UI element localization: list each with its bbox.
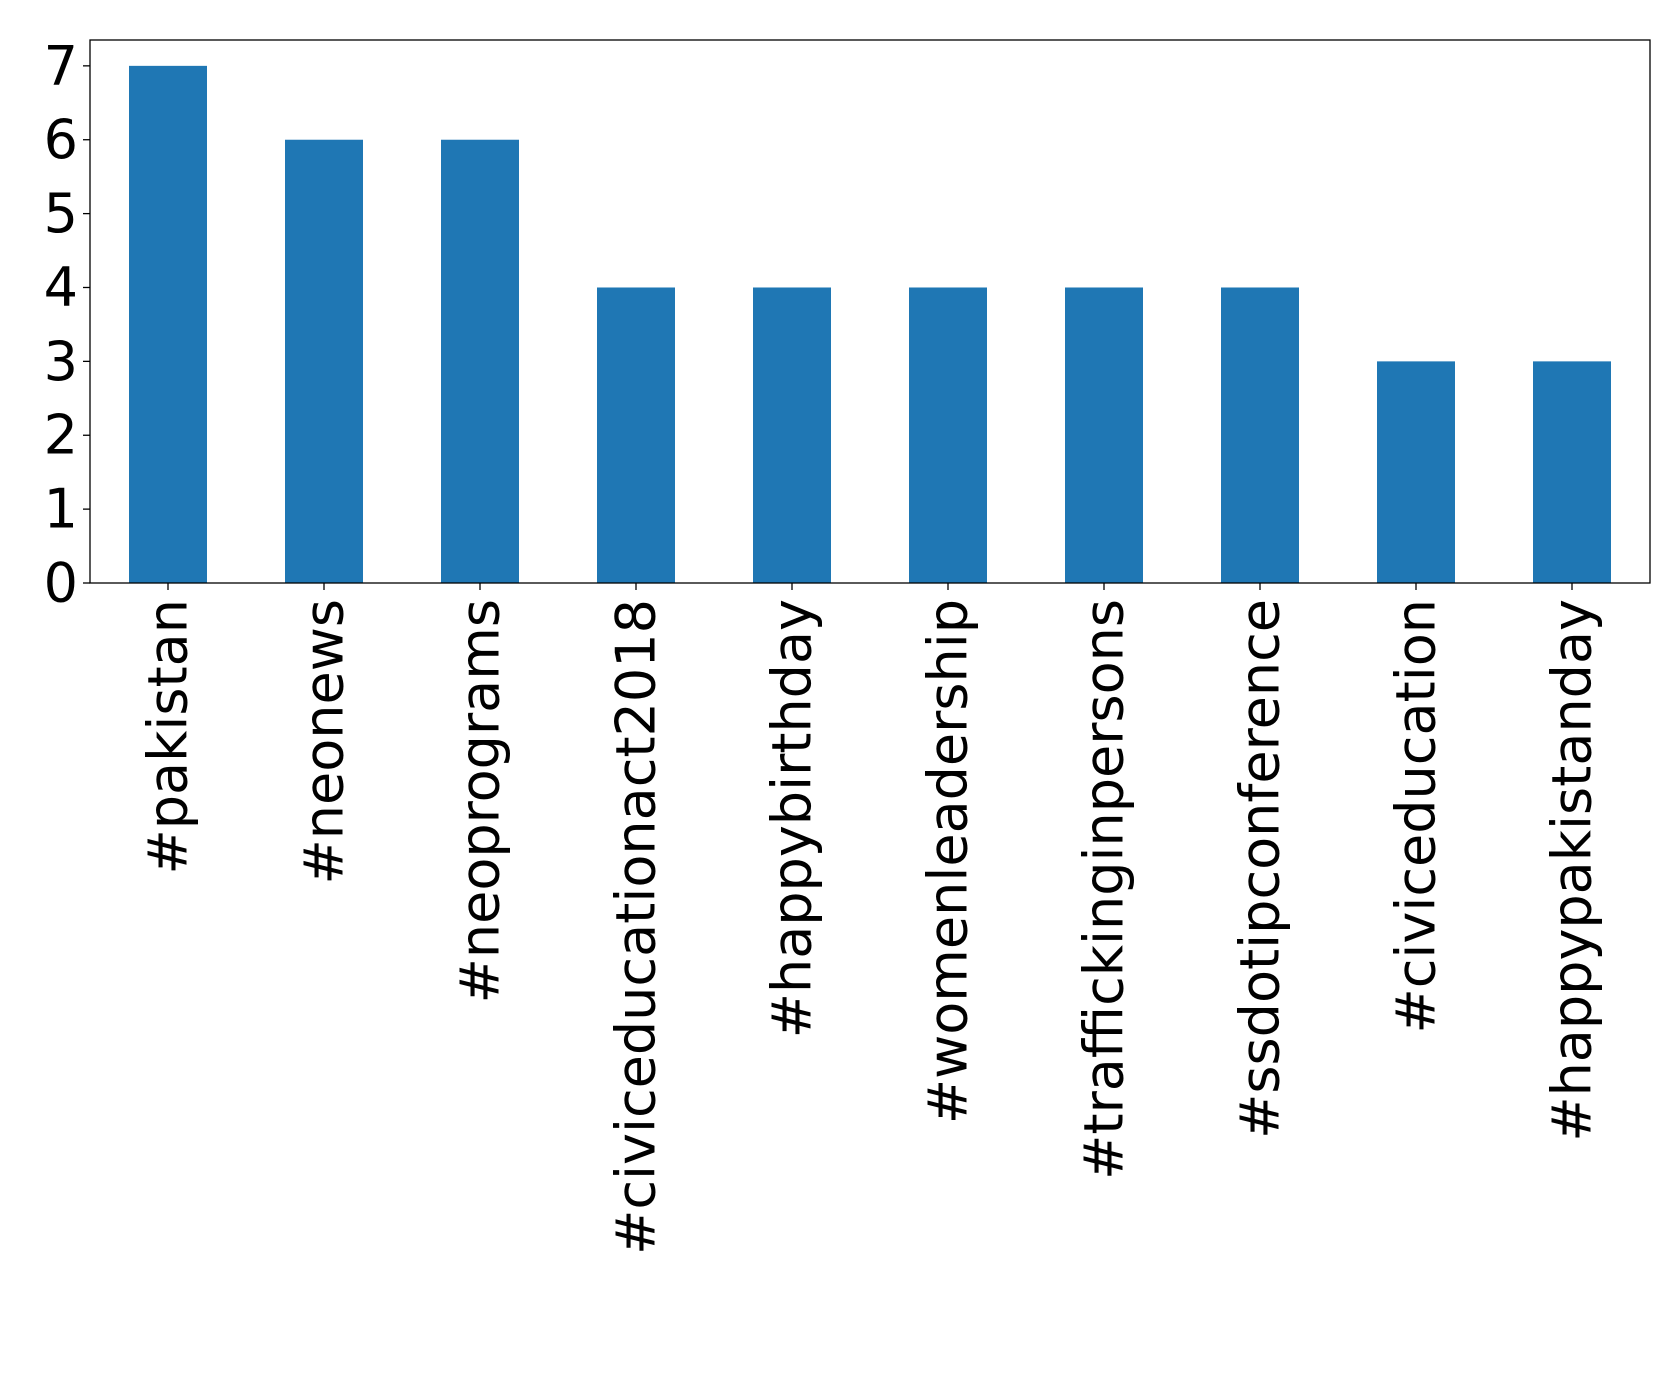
y-tick-label: 5 [44,182,78,245]
bar-ssdotipconference [1221,287,1299,583]
x-tick-label: #pakistan [137,599,200,875]
x-tick-label: #ssdotipconference [1229,599,1292,1139]
bar-pakistan [129,65,207,584]
y-tick-label: 2 [44,404,78,467]
y-tick-label: 4 [44,256,78,319]
x-tick-label: #womenleadership [917,599,980,1124]
plot-frame [89,39,1651,584]
x-tick-label: #neonews [293,599,356,884]
bar-traffickinginpersons [1065,287,1143,583]
y-tick-label: 7 [44,34,78,97]
x-tick-label: #civiceducation [1385,599,1448,1034]
x-tick-label: #civiceducationact2018 [605,599,668,1255]
bar-womenleadership [909,287,987,583]
bar-civiceducation [1377,361,1455,583]
x-tick-label: #happybirthday [761,599,824,1038]
bar-happypakistanday [1533,361,1611,583]
y-tick-label: 6 [44,108,78,171]
bars-group [129,65,1611,584]
bar-happybirthday [753,287,831,583]
x-tick-label: #happypakistanday [1541,599,1604,1142]
y-axis: 0 1 2 3 4 5 6 7 [44,34,90,615]
y-tick-label: 0 [44,552,78,615]
bar-neoprograms [441,139,519,584]
bar-neonews [285,139,363,584]
x-tick-label: #neoprograms [449,599,512,1003]
y-tick-label: 3 [44,330,78,393]
x-axis: #pakistan #neonews #neoprograms #civiceduca… [137,583,1604,1255]
y-tick-label: 1 [44,478,78,541]
bar-civiceducationact2018 [597,287,675,583]
x-tick-label: #traffickinginpersons [1073,599,1136,1180]
